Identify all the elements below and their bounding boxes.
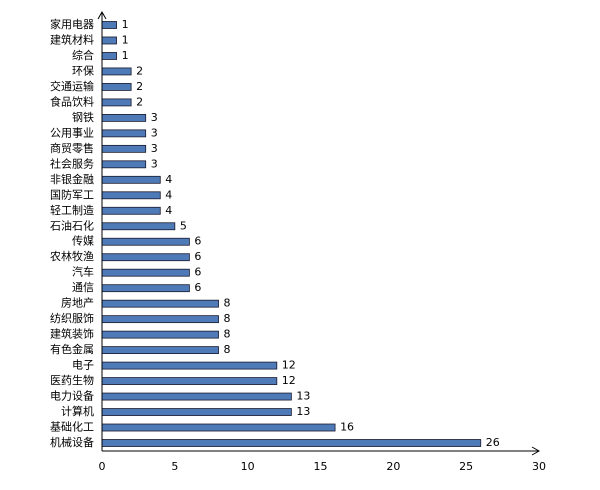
category-label: 建筑装饰	[50, 327, 94, 341]
value-label: 2	[136, 95, 143, 108]
value-label: 4	[165, 204, 172, 217]
category-label: 汽车	[72, 265, 94, 279]
category-label: 有色金属	[50, 342, 94, 356]
bar-17	[101, 268, 190, 277]
category-label: 通信	[72, 281, 94, 294]
category-label: 医药生物	[50, 373, 94, 387]
bar-22	[101, 346, 219, 355]
bar-2	[101, 36, 117, 45]
x-tick-label: 5	[171, 460, 178, 473]
x-tick-label: 15	[314, 460, 328, 473]
bar-14	[101, 222, 176, 231]
category-label: 石油石化	[50, 218, 94, 232]
bar-7	[101, 113, 147, 122]
bar-18	[101, 284, 190, 293]
value-label: 12	[282, 374, 296, 387]
value-label: 2	[136, 64, 143, 77]
value-label: 1	[122, 49, 129, 62]
category-label: 计算机	[61, 404, 94, 418]
bar-4	[101, 67, 132, 76]
category-label: 机械设备	[50, 435, 94, 449]
category-label: 商贸零售	[50, 141, 94, 155]
x-tick-label: 0	[99, 460, 106, 473]
value-label: 4	[165, 173, 172, 186]
category-label: 轻工制造	[50, 203, 94, 217]
category-label: 交通运输	[50, 79, 94, 93]
bar-25	[101, 392, 292, 401]
value-label: 6	[194, 235, 201, 248]
value-label: 8	[224, 312, 231, 325]
bar-1	[101, 21, 117, 29]
bar-6	[101, 98, 132, 107]
category-label: 房地产	[61, 296, 94, 310]
bar-12	[101, 191, 161, 200]
category-label: 环保	[72, 63, 94, 77]
bar-10	[101, 160, 147, 169]
category-label: 非银金融	[50, 172, 94, 186]
category-label: 钢铁	[72, 111, 94, 124]
value-label: 26	[486, 436, 500, 449]
value-label: 2	[136, 80, 143, 93]
value-label: 6	[194, 281, 201, 294]
value-label: 8	[224, 328, 231, 341]
category-label: 公用事业	[50, 126, 94, 139]
category-label: 纺织服饰	[50, 311, 94, 325]
value-label: 5	[180, 219, 187, 232]
value-label: 6	[194, 266, 201, 279]
bar-27	[101, 423, 336, 432]
category-label: 电子	[72, 359, 94, 372]
value-label: 12	[282, 359, 296, 372]
value-label: 3	[151, 111, 158, 124]
bar-9	[101, 144, 147, 153]
category-label: 传媒	[72, 235, 94, 248]
category-label: 电力设备	[50, 389, 94, 403]
value-label: 13	[296, 390, 310, 403]
value-label: 3	[151, 142, 158, 155]
category-label: 家用电器	[50, 17, 94, 31]
bar-8	[101, 129, 147, 138]
category-label: 社会服务	[50, 156, 94, 170]
category-label: 农林牧渔	[50, 249, 94, 263]
value-label: 6	[194, 250, 201, 263]
bar-15	[101, 237, 190, 246]
bar-5	[101, 83, 132, 91]
bar-28	[101, 439, 482, 447]
category-label: 食品饮料	[50, 94, 94, 108]
value-label: 3	[151, 157, 158, 170]
bar-23	[101, 361, 278, 370]
bar-3	[101, 52, 117, 60]
category-label: 建筑材料	[50, 32, 94, 46]
y-axis-arrow	[97, 10, 107, 20]
bar-11	[101, 175, 161, 184]
category-label: 基础化工	[50, 420, 94, 434]
value-label: 3	[151, 126, 158, 139]
value-label: 8	[224, 343, 231, 356]
bar-26	[101, 408, 292, 416]
value-label: 8	[224, 297, 231, 310]
x-axis-arrow	[531, 446, 541, 456]
bar-21	[101, 330, 219, 339]
value-label: 4	[165, 188, 172, 201]
bar-20	[101, 315, 219, 324]
category-label: 国防军工	[50, 187, 94, 201]
x-tick-label: 10	[241, 460, 255, 473]
bar-13	[101, 206, 161, 215]
bar-24	[101, 377, 278, 385]
value-label: 13	[296, 405, 310, 418]
bar-16	[101, 253, 190, 262]
value-label: 16	[340, 421, 354, 434]
value-label: 1	[122, 33, 129, 46]
bar-19	[101, 299, 219, 308]
value-label: 1	[122, 18, 129, 31]
x-tick-label: 25	[459, 460, 473, 473]
x-tick-label: 20	[386, 460, 400, 473]
x-tick-label: 30	[532, 460, 546, 473]
category-label: 综合	[72, 48, 94, 62]
